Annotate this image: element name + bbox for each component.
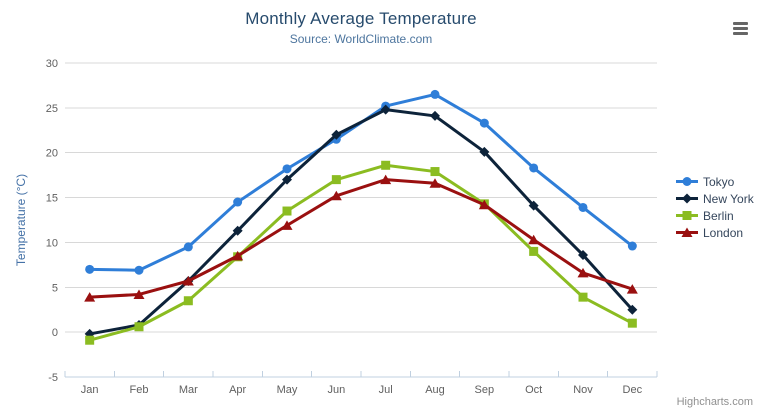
legend: Tokyo New York Berlin London	[676, 173, 754, 241]
data-point-london[interactable]	[577, 267, 589, 278]
data-point-tokyo[interactable]	[627, 241, 637, 251]
series-line-new-york	[88, 108, 634, 336]
legend-item-berlin[interactable]: Berlin	[676, 207, 754, 224]
x-axis-label: Apr	[229, 384, 246, 396]
diamond-marker-icon[interactable]	[682, 193, 692, 204]
data-point-tokyo[interactable]	[233, 197, 243, 207]
y-axis-label: 30	[46, 58, 58, 70]
x-axis-label: Feb	[130, 384, 149, 396]
y-axis-label: -5	[48, 372, 58, 384]
data-point-london[interactable]	[281, 220, 293, 230]
data-point-london[interactable]	[429, 178, 441, 188]
data-point-london[interactable]	[133, 289, 145, 299]
x-axis-label: May	[277, 384, 298, 396]
data-point-london[interactable]	[626, 284, 638, 294]
triangle-up-marker-icon	[676, 227, 698, 238]
data-point-new-york[interactable]	[430, 110, 440, 121]
data-point-london[interactable]	[478, 199, 490, 210]
circle-marker-icon[interactable]	[682, 177, 692, 186]
data-point-new-york[interactable]	[627, 304, 638, 315]
data-point-new-york[interactable]	[232, 225, 243, 236]
triangle-up-marker-icon[interactable]	[681, 227, 693, 238]
data-point-tokyo[interactable]	[529, 163, 539, 173]
y-axis-label: 15	[46, 193, 58, 205]
data-point-london[interactable]	[84, 292, 96, 302]
x-axis-label: Jun	[327, 384, 345, 396]
legend-label: Berlin	[703, 208, 734, 223]
hamburger-icon	[733, 27, 748, 30]
series-line-berlin	[88, 163, 634, 342]
y-axis-label: 25	[46, 103, 58, 115]
data-point-berlin[interactable]	[331, 175, 341, 185]
data-point-berlin[interactable]	[134, 322, 144, 332]
data-point-new-york[interactable]	[331, 129, 342, 140]
data-point-berlin[interactable]	[183, 296, 193, 306]
hamburger-icon	[733, 32, 748, 35]
data-point-new-york[interactable]	[578, 249, 588, 260]
data-point-london[interactable]	[330, 190, 342, 201]
series-london	[84, 174, 638, 302]
data-point-london[interactable]	[380, 174, 392, 185]
credits-link[interactable]: Highcharts.com	[676, 396, 753, 408]
data-point-berlin[interactable]	[85, 335, 95, 345]
x-axis-label: Dec	[623, 384, 643, 396]
data-point-new-york[interactable]	[282, 174, 292, 185]
series-line-london	[88, 178, 634, 299]
x-axis-label: Jan	[81, 384, 99, 396]
chart-subtitle: Source: WorldClimate.com	[289, 32, 433, 46]
data-point-new-york[interactable]	[479, 146, 490, 157]
x-axis-label: Nov	[573, 384, 593, 396]
data-point-london[interactable]	[182, 276, 194, 286]
legend-label: New York	[703, 191, 754, 206]
square-marker-icon[interactable]	[682, 211, 692, 220]
data-point-tokyo[interactable]	[134, 265, 144, 275]
circle-marker-icon	[676, 177, 698, 186]
legend-label: Tokyo	[703, 174, 735, 189]
series-berlin	[85, 160, 637, 345]
series-tokyo	[85, 89, 637, 275]
data-point-new-york[interactable]	[380, 104, 391, 115]
legend-item-new-york[interactable]: New York	[676, 190, 754, 207]
x-axis-label: Mar	[179, 384, 198, 396]
chart-title: Monthly Average Temperature	[245, 9, 477, 28]
x-axis-label: Aug	[425, 384, 445, 396]
data-point-berlin[interactable]	[627, 318, 637, 328]
data-point-berlin[interactable]	[529, 246, 539, 256]
data-point-tokyo[interactable]	[85, 264, 95, 274]
x-axis-label: Oct	[525, 384, 542, 396]
data-point-london[interactable]	[528, 234, 540, 245]
diamond-marker-icon	[676, 193, 698, 204]
x-axis-label: Sep	[475, 384, 495, 396]
square-marker-icon	[676, 211, 698, 220]
legend-label: London	[703, 225, 744, 240]
series-new-york	[84, 104, 638, 339]
y-axis-label: 0	[52, 327, 58, 339]
data-point-london[interactable]	[232, 250, 244, 261]
data-point-tokyo[interactable]	[282, 164, 292, 174]
data-point-tokyo[interactable]	[479, 118, 489, 128]
hamburger-icon	[733, 22, 748, 25]
x-axis-label: Jul	[379, 384, 393, 396]
data-point-tokyo[interactable]	[430, 89, 440, 99]
data-point-berlin[interactable]	[430, 167, 440, 177]
data-point-tokyo[interactable]	[578, 202, 588, 212]
data-point-berlin[interactable]	[381, 160, 391, 170]
legend-item-tokyo[interactable]: Tokyo	[676, 173, 754, 190]
y-axis-label: 10	[46, 237, 58, 249]
y-axis-label: 5	[52, 282, 58, 294]
data-point-new-york[interactable]	[528, 200, 539, 211]
data-point-berlin[interactable]	[282, 206, 292, 216]
data-point-tokyo[interactable]	[183, 242, 193, 252]
export-menu-button[interactable]	[733, 22, 748, 35]
data-point-berlin[interactable]	[578, 292, 588, 302]
y-axis-label: 20	[46, 148, 58, 160]
legend-item-london[interactable]: London	[676, 224, 754, 241]
